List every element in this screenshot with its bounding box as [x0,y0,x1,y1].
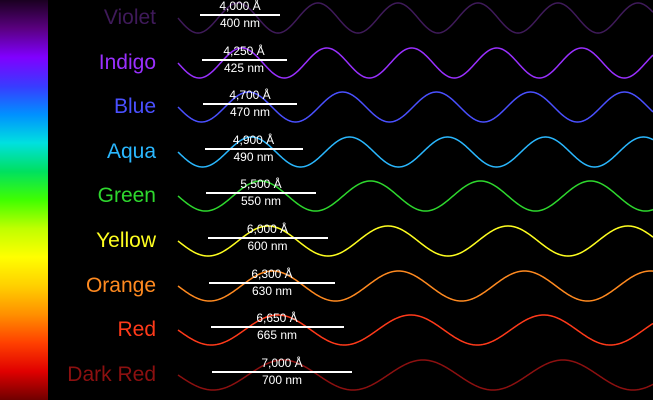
wavelength-nanometers: 600 nm [247,239,288,253]
color-name-label: Green [97,184,156,207]
wavelength-row: Orange 6,300 Å 630 nm [0,264,653,308]
wavelength-span-line [204,148,303,150]
wavelength-nanometers: 470 nm [229,105,271,119]
wavelength-row: Aqua 4,900 Å 490 nm [0,130,653,174]
sine-wave-path [177,314,653,346]
wavelength-scale-label: 7,000 Å 700 nm [212,357,352,387]
wavelength-angstrom: 4,250 Å [223,44,265,58]
wavelength-row: Indigo 4,250 Å 425 nm [0,41,653,85]
wavelength-angstrom: 4,000 Å [219,0,261,13]
sine-wave [177,47,653,79]
sine-wave-path [177,47,653,79]
sine-wave-path [177,91,653,123]
sine-wave [177,91,653,123]
spectrum-gradient-bar [0,0,48,400]
wavelength-scale-label: 4,000 Å 400 nm [200,0,280,30]
color-name-label: Red [117,318,156,341]
wavelength-span-line [207,237,328,239]
wavelength-angstrom: 7,000 Å [261,356,303,370]
wavelength-row: Red 6,650 Å 665 nm [0,308,653,352]
wavelength-scale-label: 4,250 Å 425 nm [201,44,287,75]
wavelength-nanometers: 550 nm [240,194,282,208]
wavelength-angstrom: 4,900 Å [232,133,275,147]
wavelength-span-line [209,282,335,284]
wavelength-nanometers: 425 nm [223,61,265,75]
wavelength-scale-label: 6,000 Å 600 nm [207,222,328,253]
color-name-label: Aqua [106,140,156,163]
wavelength-span-line [210,326,344,328]
wavelength-row: Yellow 6,000 Å 600 nm [0,219,653,263]
wavelength-span-line [200,14,280,16]
wavelength-span-line [212,371,352,373]
wavelength-angstrom: 4,700 Å [229,88,271,102]
sine-wave [177,314,653,346]
color-name-label: Dark Red [67,363,156,386]
color-name-label: Violet [103,6,156,29]
wavelength-nanometers: 700 nm [261,373,303,387]
sine-wave [177,225,653,257]
wavelength-row: Blue 4,700 Å 470 nm [0,85,653,129]
wavelength-nanometers: 630 nm [251,284,293,298]
wavelength-angstrom: 5,500 Å [240,177,282,191]
color-name-label: Indigo [98,51,156,74]
sine-wave-path [177,359,653,391]
wavelength-scale-label: 4,700 Å 470 nm [203,89,297,119]
color-name-label: Blue [113,95,156,118]
sine-wave-path [177,180,653,212]
sine-wave [177,136,653,168]
wavelength-scale-label: 5,500 Å 550 nm [206,178,316,208]
wavelength-span-line [206,192,316,194]
wavelength-scale-label: 6,650 Å 665 nm [210,311,344,342]
wavelength-span-line [203,103,297,105]
sine-wave-path [177,225,653,257]
sine-wave [177,270,653,302]
wavelength-nanometers: 400 nm [219,16,261,30]
color-name-label: Yellow [96,229,156,252]
sine-wave [177,2,653,34]
sine-wave-path [177,270,653,302]
wavelength-angstrom: 6,650 Å [256,311,298,325]
color-name-label: Orange [85,274,156,297]
sine-wave-path [177,2,653,34]
wavelength-row: Dark Red 7,000 Å 700 nm [0,353,653,397]
wavelength-scale-label: 4,900 Å 490 nm [204,133,303,164]
sine-wave [177,359,653,391]
wavelength-span-line [201,59,287,61]
wavelength-angstrom: 6,000 Å [246,222,289,236]
wavelength-row: Green 5,500 Å 550 nm [0,174,653,218]
wavelength-nanometers: 490 nm [233,150,274,164]
wavelength-scale-label: 6,300 Å 630 nm [209,268,335,298]
wavelength-angstrom: 6,300 Å [251,267,293,281]
wavelength-nanometers: 665 nm [256,328,298,342]
wavelength-row: Violet 4,000 Å 400 nm [0,0,653,40]
sine-wave [177,180,653,212]
sine-wave-path [177,136,653,168]
